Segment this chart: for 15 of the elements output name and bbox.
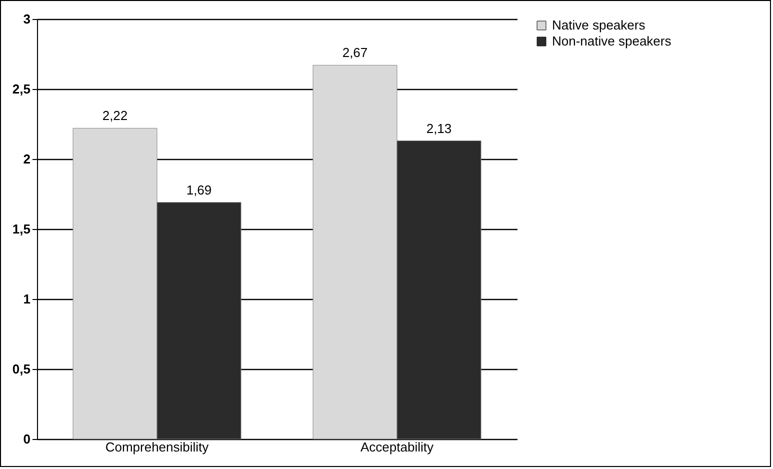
y-tick-label: 1	[23, 292, 30, 306]
legend-label: Native speakers	[552, 18, 646, 32]
x-tick-label: Comprehensibility	[105, 440, 210, 454]
y-tick-label: 0	[23, 432, 30, 446]
data-label: 2,13	[426, 120, 452, 136]
y-tick-label: 1,5	[12, 222, 30, 236]
y-tick-label: 3	[23, 12, 30, 26]
x-tick-label: Acceptability	[360, 440, 434, 454]
data-label: 1,69	[186, 182, 212, 198]
legend-label: Non-native speakers	[552, 34, 672, 48]
y-tick-label: 2	[23, 152, 30, 166]
data-label: 2,67	[342, 45, 368, 60]
y-tick-label: 2,5	[12, 82, 30, 96]
data-label: 2,22	[102, 108, 128, 124]
y-tick-label: 0,5	[12, 362, 30, 376]
